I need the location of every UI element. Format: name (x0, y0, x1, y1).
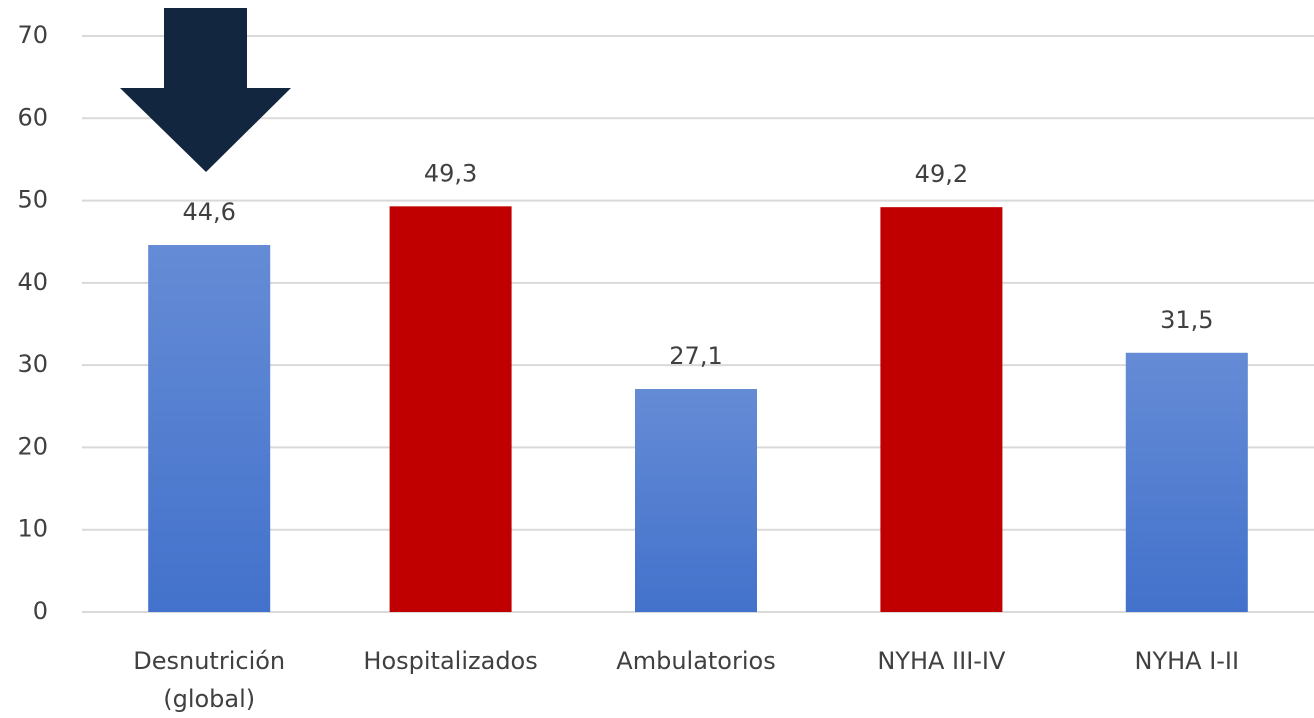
x-tick-label: Ambulatorios (616, 647, 776, 675)
y-tick-label: 0 (33, 597, 48, 625)
x-tick-label: NYHA III-IV (877, 647, 1006, 675)
x-tick-label: Desnutrición (global) (133, 647, 286, 713)
y-tick-label: 40 (17, 268, 48, 296)
value-label: 44,6 (182, 198, 235, 226)
arrow (120, 8, 291, 172)
value-label: 49,3 (424, 159, 477, 187)
bar-sheen (1125, 352, 1248, 612)
x-tick-label: Hospitalizados (363, 647, 538, 675)
y-tick-label: 10 (17, 515, 48, 543)
y-tick-label: 50 (17, 186, 48, 214)
bars: 44,6 49,3 27,1 49,2 31,5 (148, 159, 1248, 612)
bar (389, 206, 512, 612)
bar-sheen (148, 245, 271, 612)
bar (880, 207, 1003, 612)
value-label: 49,2 (915, 160, 968, 188)
y-tick-label: 70 (17, 21, 48, 49)
y-tick-label: 20 (17, 432, 48, 460)
y-tick-label: 60 (17, 103, 48, 131)
x-tick-label: NYHA I-II (1134, 647, 1240, 675)
y-tick-label: 30 (17, 350, 48, 378)
value-label: 27,1 (669, 342, 722, 370)
value-label: 31,5 (1160, 306, 1213, 334)
bar-sheen (635, 389, 757, 612)
